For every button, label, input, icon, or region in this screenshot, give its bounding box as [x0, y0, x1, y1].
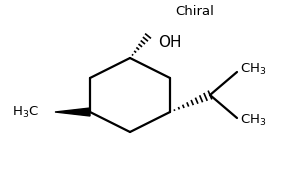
Text: Chiral: Chiral: [176, 5, 214, 18]
Text: CH$_3$: CH$_3$: [240, 112, 266, 128]
Text: H$_3$C: H$_3$C: [12, 105, 39, 120]
Text: CH$_3$: CH$_3$: [240, 61, 266, 77]
Text: OH: OH: [158, 35, 181, 50]
Polygon shape: [55, 108, 90, 116]
